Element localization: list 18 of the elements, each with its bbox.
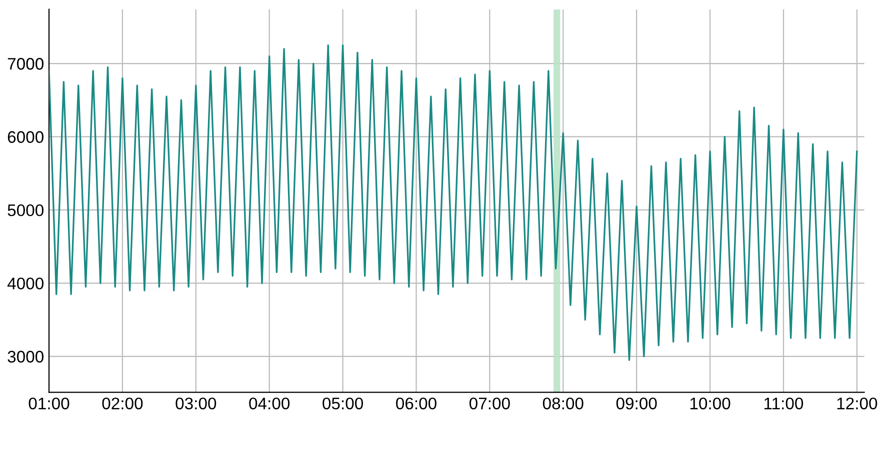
x-tick-label: 02:00: [102, 398, 143, 410]
x-tick-label: 06:00: [396, 398, 436, 410]
x-tick-label: 07:00: [469, 398, 510, 410]
y-tick-label: 5000: [8, 204, 44, 216]
x-tick-label: 08:00: [542, 398, 584, 410]
line-series: [49, 44, 858, 361]
y-tick-label: 3000: [8, 350, 44, 363]
y-tick-label: 4000: [7, 278, 44, 290]
x-tick-label: 11:00: [764, 398, 804, 410]
y-tick-label: 7000: [8, 58, 44, 70]
x-tick-label: 12:00: [837, 398, 878, 410]
x-tick-label: 05:00: [322, 398, 363, 410]
x-tick-label: 10:00: [690, 398, 730, 410]
x-tick-label: 04:00: [249, 398, 290, 410]
x-tick-label: 09:00: [616, 398, 657, 410]
x-tick-label: 01:00: [28, 398, 70, 410]
x-tick-label: 03:00: [176, 398, 216, 410]
y-tick-label: 6000: [8, 131, 44, 143]
